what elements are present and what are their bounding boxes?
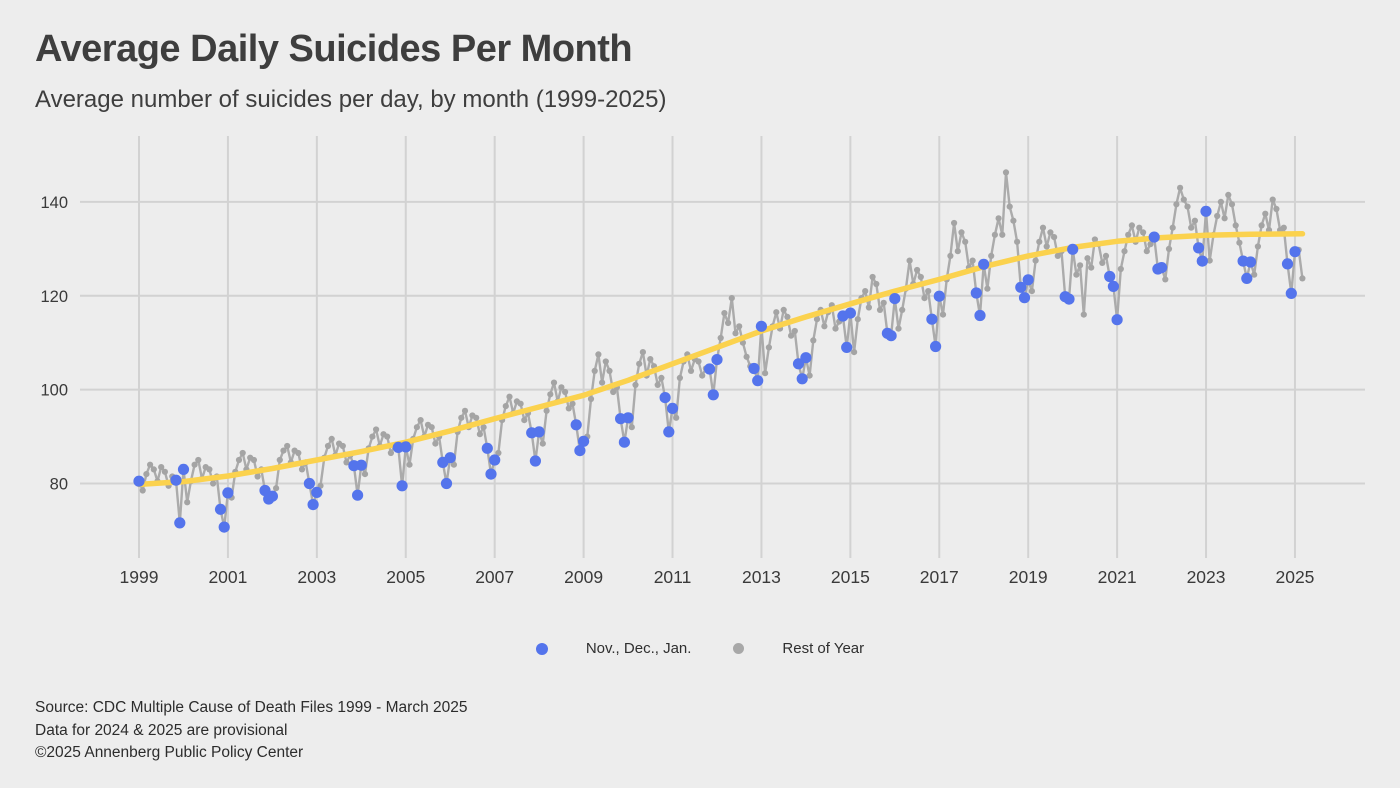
legend-item-rest: Rest of Year [733,640,864,657]
legend-item-winter: Nov., Dec., Jan. [535,640,692,657]
trend-line [136,231,1306,488]
svg-text:2007: 2007 [475,567,514,587]
suicides-line-chart: 80 100 120 140 1999 2001 2003 2005 2007 2009 2011 2… [40,136,1365,587]
svg-text:120: 120 [40,288,68,306]
svg-text:2021: 2021 [1098,567,1137,587]
page-subtitle: Average number of suicides per day, by m… [35,86,667,113]
svg-text:2011: 2011 [654,567,692,587]
svg-text:140: 140 [40,194,68,212]
svg-text:2009: 2009 [564,567,603,587]
rest-of-year-dots [139,169,1306,506]
svg-text:2019: 2019 [1009,567,1048,587]
svg-text:2015: 2015 [831,567,870,587]
legend-label-winter: Nov., Dec., Jan. [585,640,692,657]
svg-text:80: 80 [50,476,68,494]
copyright-line: ©2025 Annenberg Public Policy Center [35,744,304,761]
winter-dot-icon [535,642,548,655]
svg-text:1999: 1999 [120,567,159,587]
source-note: Source: CDC Multiple Cause of Death File… [35,697,467,765]
axis-labels: 80 100 120 140 1999 2001 2003 2005 2007 2009 2011 2… [40,194,1314,587]
rest-dot-icon [733,643,745,654]
svg-text:2003: 2003 [297,567,336,587]
page-title: Average Daily Suicides Per Month [35,28,633,70]
legend-label-rest: Rest of Year [782,640,865,657]
chart-legend: Nov., Dec., Jan. Rest of Year [0,640,1400,657]
svg-text:100: 100 [40,382,68,400]
provisional-line: Data for 2024 & 2025 are provisional [35,721,288,739]
source-line: Source: CDC Multiple Cause of Death File… [35,699,468,716]
monthly-line [137,171,1304,529]
svg-text:2013: 2013 [742,567,781,587]
winter-month-dots [133,205,1301,533]
svg-text:2017: 2017 [920,567,959,587]
svg-text:2001: 2001 [208,567,247,587]
svg-text:2025: 2025 [1275,567,1314,587]
svg-text:2005: 2005 [386,567,425,587]
svg-text:2023: 2023 [1187,567,1226,587]
